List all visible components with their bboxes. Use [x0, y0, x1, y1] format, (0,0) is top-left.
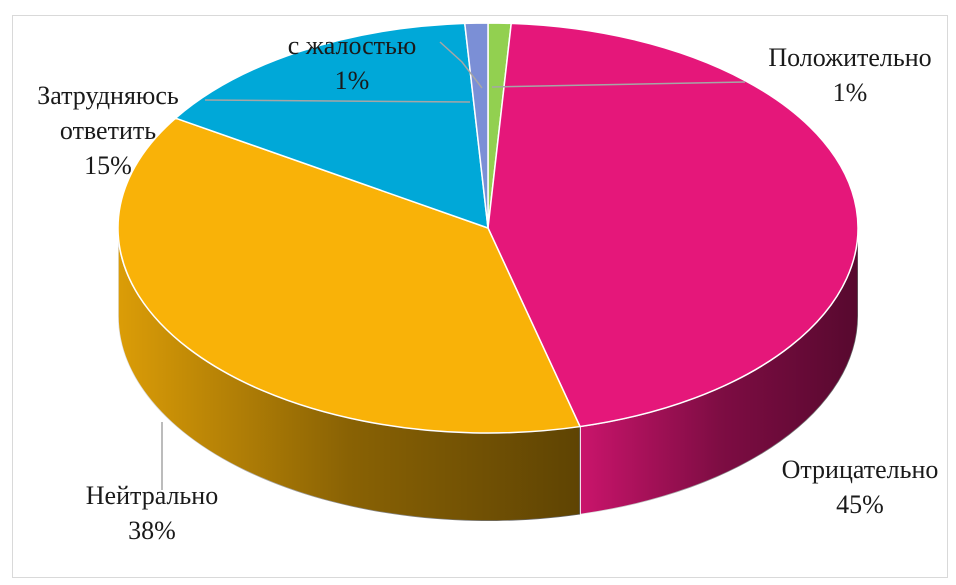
category-label: с жалостью: [287, 31, 417, 60]
slice-side-shade: [580, 228, 858, 515]
category-label: Затрудняюсь ответить: [37, 81, 179, 145]
slice-label: Затрудняюсь ответить 15%: [8, 78, 208, 183]
category-label: Нейтрально: [85, 481, 219, 510]
slice-side-shade: [118, 228, 581, 522]
leader-line: [491, 81, 746, 88]
value-label: 15%: [84, 151, 132, 180]
slice-label: Положительно 1%: [740, 40, 956, 110]
slice-label: Нейтрально 38%: [52, 478, 252, 548]
category-label: Положительно: [768, 43, 932, 72]
value-label: 1%: [832, 78, 868, 107]
leader-line: [439, 41, 483, 89]
value-label: 38%: [128, 516, 176, 545]
value-label: 45%: [836, 490, 884, 519]
slice: [174, 22, 489, 230]
leader-line: [204, 99, 471, 103]
slice-label: Отрицательно 45%: [780, 452, 940, 522]
category-label: Отрицательно: [781, 455, 939, 484]
slice: [117, 117, 582, 434]
slice-label: с жалостью 1%: [252, 28, 452, 98]
chart-frame: [12, 15, 948, 578]
slice: [487, 22, 859, 428]
value-label: 1%: [334, 66, 370, 95]
